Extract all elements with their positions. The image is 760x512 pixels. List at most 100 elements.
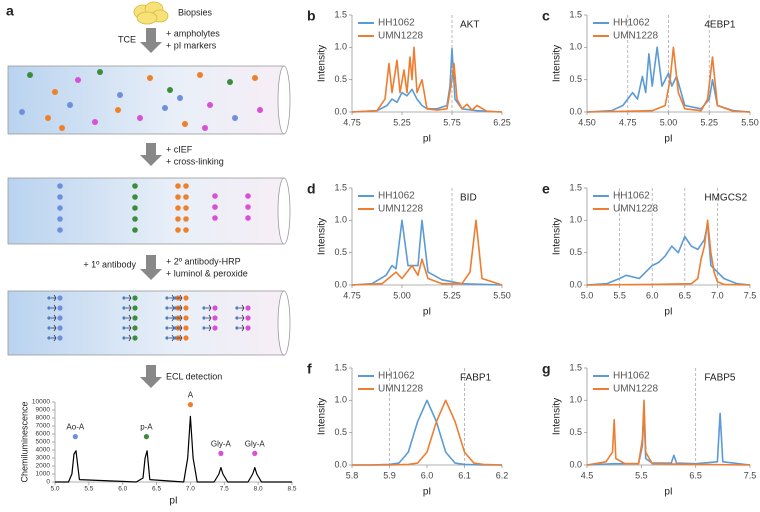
y-tick-label: 3000 (36, 455, 51, 462)
arrow (140, 28, 162, 53)
protein-dot (175, 194, 181, 200)
protein-dot (212, 325, 218, 331)
x-tick-label: 5.75 (443, 117, 461, 127)
data-line (586, 409, 751, 466)
protein-dot (197, 72, 203, 78)
panel-label: d (307, 181, 316, 197)
protein-dot (132, 325, 138, 331)
peak-label: A (188, 391, 194, 400)
y-axis-label: Chemiluminescence (19, 401, 29, 482)
data-line (55, 415, 292, 483)
y-tick-label: 0.0 (569, 106, 582, 116)
y-tick-label: 7000 (36, 423, 51, 430)
protein-dot (57, 295, 63, 301)
y-tick-label: 8000 (36, 415, 51, 422)
chart-title: FABP5 (704, 373, 736, 384)
step-text: + ampholytes (166, 28, 220, 38)
x-tick-label: 7.5 (220, 486, 229, 493)
protein-dot (57, 216, 63, 222)
protein-dot (167, 87, 173, 93)
antibody (239, 304, 245, 312)
y-tick-label: 0.0 (334, 279, 347, 289)
y-tick-label: 1.0 (334, 395, 347, 405)
legend-label: HH1062 (378, 371, 415, 382)
y-tick-label: 6000 (36, 431, 51, 438)
antibody (126, 334, 132, 342)
y-axis-label: Intensity (552, 45, 563, 82)
antibody (126, 304, 132, 312)
data-line (351, 46, 503, 113)
data-line (586, 399, 751, 466)
y-axis-label: Intensity (317, 398, 328, 435)
protein-dot (245, 204, 251, 210)
step-text: + luminol & peroxide (166, 268, 248, 278)
capillary-end (277, 65, 291, 135)
data-line (586, 46, 751, 113)
hrp (235, 306, 239, 310)
antibody (126, 314, 132, 322)
protein-dot (57, 183, 63, 189)
x-tick-label: 7.5 (744, 470, 757, 480)
data-line (352, 399, 503, 466)
x-tick-label: 4.75 (343, 290, 361, 300)
y-tick-label: 0.5 (569, 427, 582, 437)
y-tick-label: 0.5 (569, 247, 582, 257)
protein-dot (245, 325, 251, 331)
x-tick-label: 5.25 (443, 290, 461, 300)
protein-dot (57, 335, 63, 341)
panel-label: f (307, 361, 312, 377)
step-text: ECL detection (166, 371, 222, 381)
protein-dot (175, 216, 181, 222)
antibody (239, 324, 245, 332)
x-tick-label: 6.0 (646, 290, 659, 300)
protein-dot (212, 315, 218, 321)
x-tick-label: 6.0 (118, 486, 127, 493)
protein-dot (132, 295, 138, 301)
hrp (202, 316, 206, 320)
protein-dot (183, 305, 189, 311)
workflow-diagram: a Biopsies TCE + ampholytes + pI markers… (6, 1, 291, 388)
protein-dot (183, 325, 189, 331)
hrp (47, 296, 51, 300)
x-tick-label: 4.50 (578, 117, 596, 127)
hrp (235, 316, 239, 320)
data-line (352, 399, 502, 466)
y-tick-label: 1.0 (334, 215, 347, 225)
antibody (51, 334, 57, 342)
chart-title: FABP1 (460, 373, 492, 384)
hrp (122, 306, 126, 310)
protein-dot (175, 183, 181, 189)
legend-label: UMN1228 (613, 204, 658, 215)
y-tick-label: 0.5 (569, 74, 582, 84)
capillary (7, 65, 285, 135)
data-line (351, 219, 503, 286)
antibody (177, 324, 183, 332)
data-line (586, 222, 751, 286)
capillary-end (277, 177, 291, 245)
y-tick-label: 0.0 (334, 106, 347, 116)
x-axis-label: pI (664, 487, 672, 498)
protein-dot (132, 335, 138, 341)
y-tick-label: 0.5 (334, 247, 347, 257)
chart: 4.75 5.25 5.75 6.25 0.0 0.5 1.0 1.5 pI Intensity b… (307, 8, 511, 145)
protein-dot (245, 315, 251, 321)
legend-label: UMN1228 (378, 204, 423, 215)
antibody (126, 324, 132, 332)
y-tick-label: 1.5 (334, 362, 347, 372)
antibody (51, 304, 57, 312)
y-tick-label: 1.0 (569, 215, 582, 225)
x-tick-label: 5.00 (660, 117, 678, 127)
chart: 5.0 5.5 6.0 6.5 7.0 7.5 8.0 8.5 0100020003000400… (19, 391, 297, 507)
protein-dot (175, 227, 181, 233)
antibody (177, 304, 183, 312)
step-text: + 2º antibody-HRP (166, 256, 241, 266)
hrp (165, 326, 169, 330)
y-axis-label: Intensity (317, 45, 328, 82)
x-tick-label: 4.5 (581, 470, 594, 480)
protein-dot (212, 305, 218, 311)
x-axis-label: pI (423, 487, 431, 498)
protein-dot (162, 105, 168, 111)
x-tick-label: 5.0 (50, 486, 59, 493)
protein-dot (232, 115, 238, 121)
chart: 4.75 5.00 5.25 5.50 0.0 0.5 1.0 1.5 pI Intensity d… (307, 181, 511, 318)
